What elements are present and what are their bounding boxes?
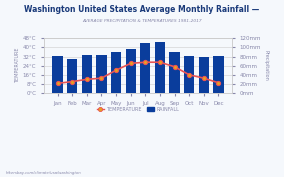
Legend: TEMPERATURE, RAINFALL: TEMPERATURE, RAINFALL (95, 105, 181, 114)
Bar (140, 43, 151, 93)
Bar (213, 56, 224, 93)
Text: AVERAGE PRECIPITATION & TEMPERATURES 1981-2017: AVERAGE PRECIPITATION & TEMPERATURES 198… (82, 19, 202, 24)
Bar (111, 52, 121, 93)
Bar (184, 56, 194, 93)
Text: hikersbay.com/climate/usa/washington: hikersbay.com/climate/usa/washington (6, 171, 82, 175)
Bar (126, 49, 136, 93)
Bar (67, 59, 77, 93)
Bar (199, 56, 209, 93)
Bar (82, 55, 92, 93)
Bar (170, 52, 180, 93)
Bar (53, 56, 63, 93)
Bar (96, 55, 106, 93)
Bar (155, 42, 165, 93)
Text: Washington United States Average Monthly Rainfall —: Washington United States Average Monthly… (24, 5, 260, 14)
Y-axis label: Precipitation: Precipitation (264, 50, 269, 81)
Y-axis label: TEMPERATURE: TEMPERATURE (15, 48, 20, 83)
